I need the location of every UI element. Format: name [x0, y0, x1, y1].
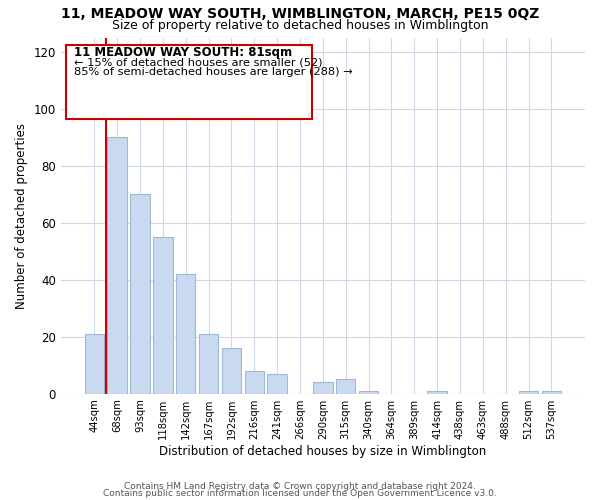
Bar	[268, 374, 287, 394]
Bar	[519, 391, 538, 394]
Bar	[336, 380, 355, 394]
Bar	[107, 137, 127, 394]
Bar	[199, 334, 218, 394]
Bar	[176, 274, 196, 394]
Text: Size of property relative to detached houses in Wimblington: Size of property relative to detached ho…	[112, 18, 488, 32]
Text: Contains HM Land Registry data © Crown copyright and database right 2024.: Contains HM Land Registry data © Crown c…	[124, 482, 476, 491]
Text: 85% of semi-detached houses are larger (288) →: 85% of semi-detached houses are larger (…	[74, 68, 353, 78]
Bar	[130, 194, 150, 394]
Text: 11, MEADOW WAY SOUTH, WIMBLINGTON, MARCH, PE15 0QZ: 11, MEADOW WAY SOUTH, WIMBLINGTON, MARCH…	[61, 8, 539, 22]
X-axis label: Distribution of detached houses by size in Wimblington: Distribution of detached houses by size …	[159, 444, 487, 458]
Bar	[427, 391, 447, 394]
Bar	[359, 391, 379, 394]
Bar	[245, 371, 264, 394]
Text: 11 MEADOW WAY SOUTH: 81sqm: 11 MEADOW WAY SOUTH: 81sqm	[74, 46, 292, 60]
Bar	[222, 348, 241, 394]
FancyBboxPatch shape	[66, 44, 313, 120]
Text: Contains public sector information licensed under the Open Government Licence v3: Contains public sector information licen…	[103, 489, 497, 498]
Bar	[85, 334, 104, 394]
Text: ← 15% of detached houses are smaller (52): ← 15% of detached houses are smaller (52…	[74, 57, 322, 67]
Bar	[542, 391, 561, 394]
Y-axis label: Number of detached properties: Number of detached properties	[15, 122, 28, 308]
Bar	[153, 237, 173, 394]
Bar	[313, 382, 332, 394]
